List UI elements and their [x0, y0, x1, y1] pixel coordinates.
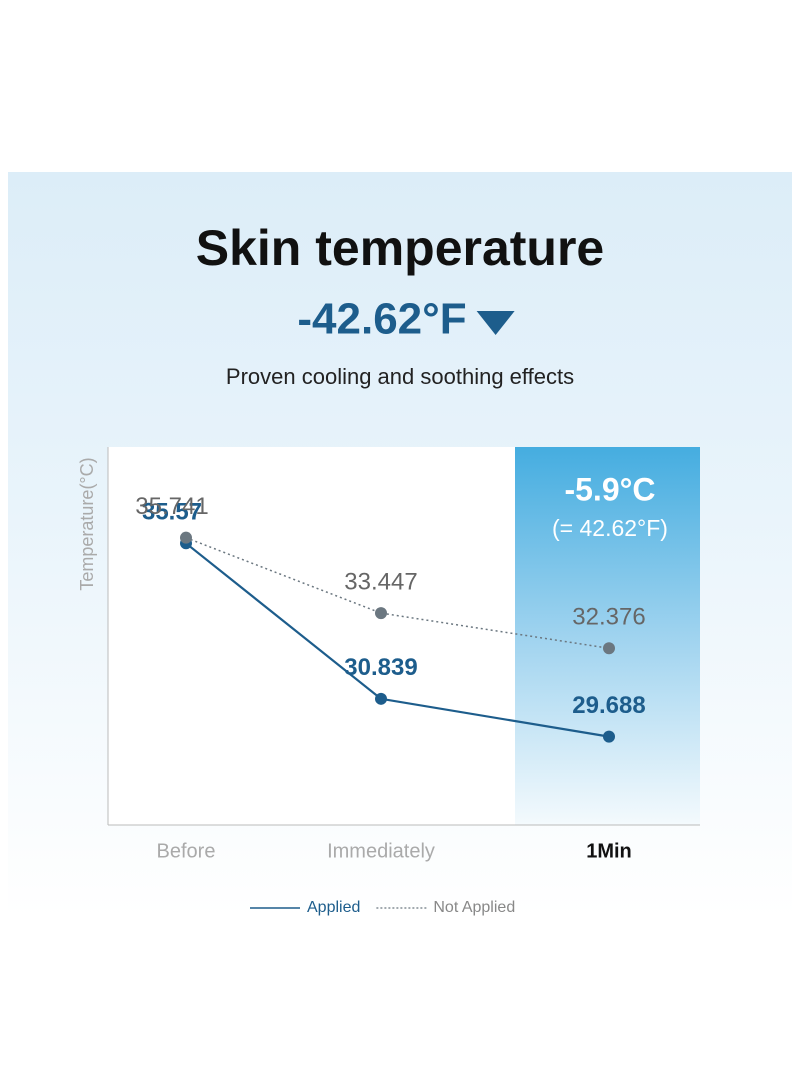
y-axis-label: Temperature(°C) [77, 457, 97, 590]
data-label: 29.688 [572, 692, 645, 719]
subtitle: Proven cooling and soothing effects [226, 364, 574, 389]
point [375, 607, 387, 620]
point [603, 642, 615, 655]
point [180, 531, 192, 544]
legend-label: Applied [307, 899, 360, 916]
highlight-column [515, 447, 700, 825]
data-label: 35.57 [142, 499, 202, 526]
data-label: 33.447 [344, 568, 417, 595]
data-label: 30.839 [344, 654, 417, 681]
data-label: 32.376 [572, 604, 645, 631]
x-tick-label: 1Min [586, 840, 632, 862]
point [603, 730, 615, 743]
annotation: -5.9°C [564, 471, 655, 507]
annotation: (= 42.62°F) [552, 515, 668, 541]
data-label: 35.741 [135, 493, 208, 520]
title: Skin temperature [196, 220, 604, 276]
x-tick-label: Before [157, 840, 216, 862]
x-tick-label: Immediately [327, 840, 435, 862]
headline: -42.62°F [297, 295, 466, 344]
legend-label: Not Applied [433, 899, 515, 916]
down-arrow [476, 311, 515, 335]
point [375, 692, 387, 705]
